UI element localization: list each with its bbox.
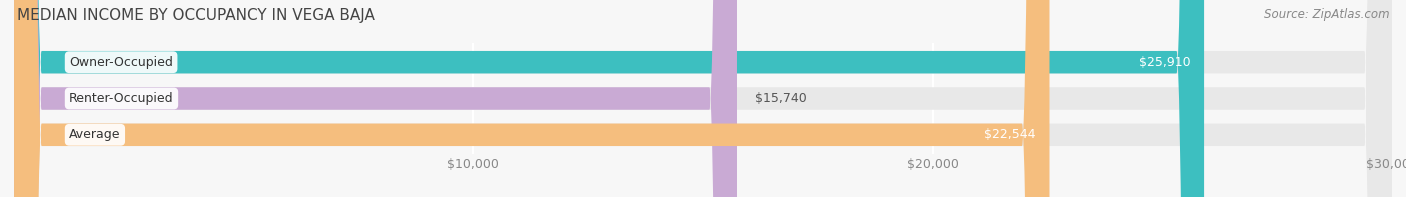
- FancyBboxPatch shape: [14, 0, 1204, 197]
- Text: Owner-Occupied: Owner-Occupied: [69, 56, 173, 69]
- Text: Average: Average: [69, 128, 121, 141]
- Text: Source: ZipAtlas.com: Source: ZipAtlas.com: [1264, 8, 1389, 21]
- FancyBboxPatch shape: [14, 0, 737, 197]
- FancyBboxPatch shape: [14, 0, 1392, 197]
- Text: Renter-Occupied: Renter-Occupied: [69, 92, 174, 105]
- FancyBboxPatch shape: [14, 0, 1392, 197]
- Text: $25,910: $25,910: [1139, 56, 1191, 69]
- Text: MEDIAN INCOME BY OCCUPANCY IN VEGA BAJA: MEDIAN INCOME BY OCCUPANCY IN VEGA BAJA: [17, 8, 375, 23]
- FancyBboxPatch shape: [14, 0, 1049, 197]
- FancyBboxPatch shape: [14, 0, 1392, 197]
- Text: $22,544: $22,544: [984, 128, 1036, 141]
- Text: $15,740: $15,740: [755, 92, 807, 105]
